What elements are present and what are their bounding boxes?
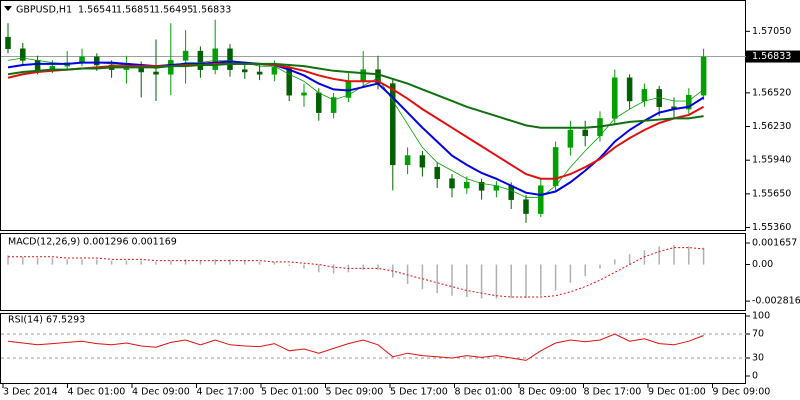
candle-body (552, 147, 559, 186)
candle-body (360, 69, 366, 82)
rsi-panel (0, 313, 746, 384)
candle-body (5, 36, 11, 50)
candle-body (626, 77, 633, 102)
x-tick-label: 8 Dec 01:00 (455, 387, 513, 398)
x-tick-label: 3 Dec 2014 (3, 387, 58, 398)
moving-average (7, 62, 705, 180)
candle-body (567, 129, 574, 148)
candle-body (153, 71, 159, 75)
candle-body (419, 155, 426, 168)
moving-average (7, 57, 704, 198)
candle-body (434, 166, 440, 180)
header-value: 1.56541 (78, 5, 117, 16)
y-tick-label: 1.56230 (752, 121, 791, 132)
x-tick-label: 9 Dec 01:00 (648, 387, 706, 398)
candle-body (271, 67, 278, 75)
candle-body (464, 181, 470, 189)
candle-body (404, 155, 411, 166)
x-tick-label: 5 Dec 17:00 (390, 387, 448, 398)
candle-body (449, 178, 455, 189)
main-panel (0, 0, 746, 231)
macd-panel (0, 233, 746, 311)
y-tick-label: 1.55360 (752, 222, 791, 233)
rsi-title: RSI(14) 67.5293 (8, 315, 85, 326)
y-tick-label: -0.002816 (752, 296, 800, 307)
x-tick-label: 9 Dec 09:00 (713, 387, 771, 398)
candle-body (301, 92, 307, 96)
candle-body (641, 89, 648, 102)
candle-body (94, 56, 100, 66)
header-value: 1.56833 (192, 5, 231, 16)
candle-body (582, 129, 588, 137)
candle-body (256, 71, 263, 75)
x-tick-label: 8 Dec 17:00 (584, 387, 642, 398)
candle-body (242, 69, 248, 73)
candle-body (478, 181, 485, 191)
x-tick-label: 5 Dec 01:00 (261, 387, 319, 398)
moving-average (7, 60, 705, 197)
macd-signal (8, 247, 704, 298)
candle-body (330, 97, 337, 113)
candle-body (227, 48, 233, 70)
candle-body (612, 77, 618, 119)
candle-body (168, 60, 174, 75)
candle-body (508, 185, 514, 200)
y-tick-label: 1.56520 (752, 87, 791, 98)
menu-arrow (4, 6, 12, 11)
candle-body (34, 60, 41, 70)
candle-body (182, 50, 189, 61)
header-value: 1.56851 (116, 5, 155, 16)
y-tick-label: 70 (752, 329, 764, 340)
x-tick-label: 4 Dec 01:00 (68, 387, 126, 398)
y-tick-label: 1.55940 (752, 155, 791, 166)
x-tick-label: 4 Dec 17:00 (197, 387, 255, 398)
candle-body (538, 185, 544, 214)
x-tick-label: 8 Dec 09:00 (519, 387, 577, 398)
y-tick-label: 0.001657 (752, 238, 797, 249)
candle-body (316, 92, 322, 113)
candle-body (286, 67, 292, 96)
candle-body (523, 199, 529, 214)
y-tick-label: 0 (752, 371, 758, 382)
x-tick-label: 5 Dec 09:00 (326, 387, 384, 398)
symbol: GBPUSD,H1 (16, 5, 72, 16)
last-price-box (746, 50, 800, 63)
y-tick-label: 100 (752, 311, 770, 322)
y-tick-label: 0.00 (752, 259, 773, 270)
y-tick-label: 1.55650 (752, 188, 791, 199)
candle-body (686, 94, 692, 110)
candle-body (700, 56, 707, 96)
moving-average (7, 62, 704, 129)
candle-body (390, 83, 396, 166)
y-tick-label: 30 (752, 353, 764, 364)
x-tick-label: 4 Dec 09:00 (132, 387, 190, 398)
rsi-line (7, 333, 704, 361)
candle-body (20, 48, 26, 61)
candle-body (197, 50, 204, 70)
macd-title: MACD(12,26,9) 0.001296 0.001169 (8, 237, 177, 248)
candle-body (212, 48, 218, 70)
last-price-label: 1.56833 (752, 51, 791, 62)
y-tick-label: 1.57050 (752, 26, 791, 37)
header-value: 1.56495 (154, 5, 193, 16)
